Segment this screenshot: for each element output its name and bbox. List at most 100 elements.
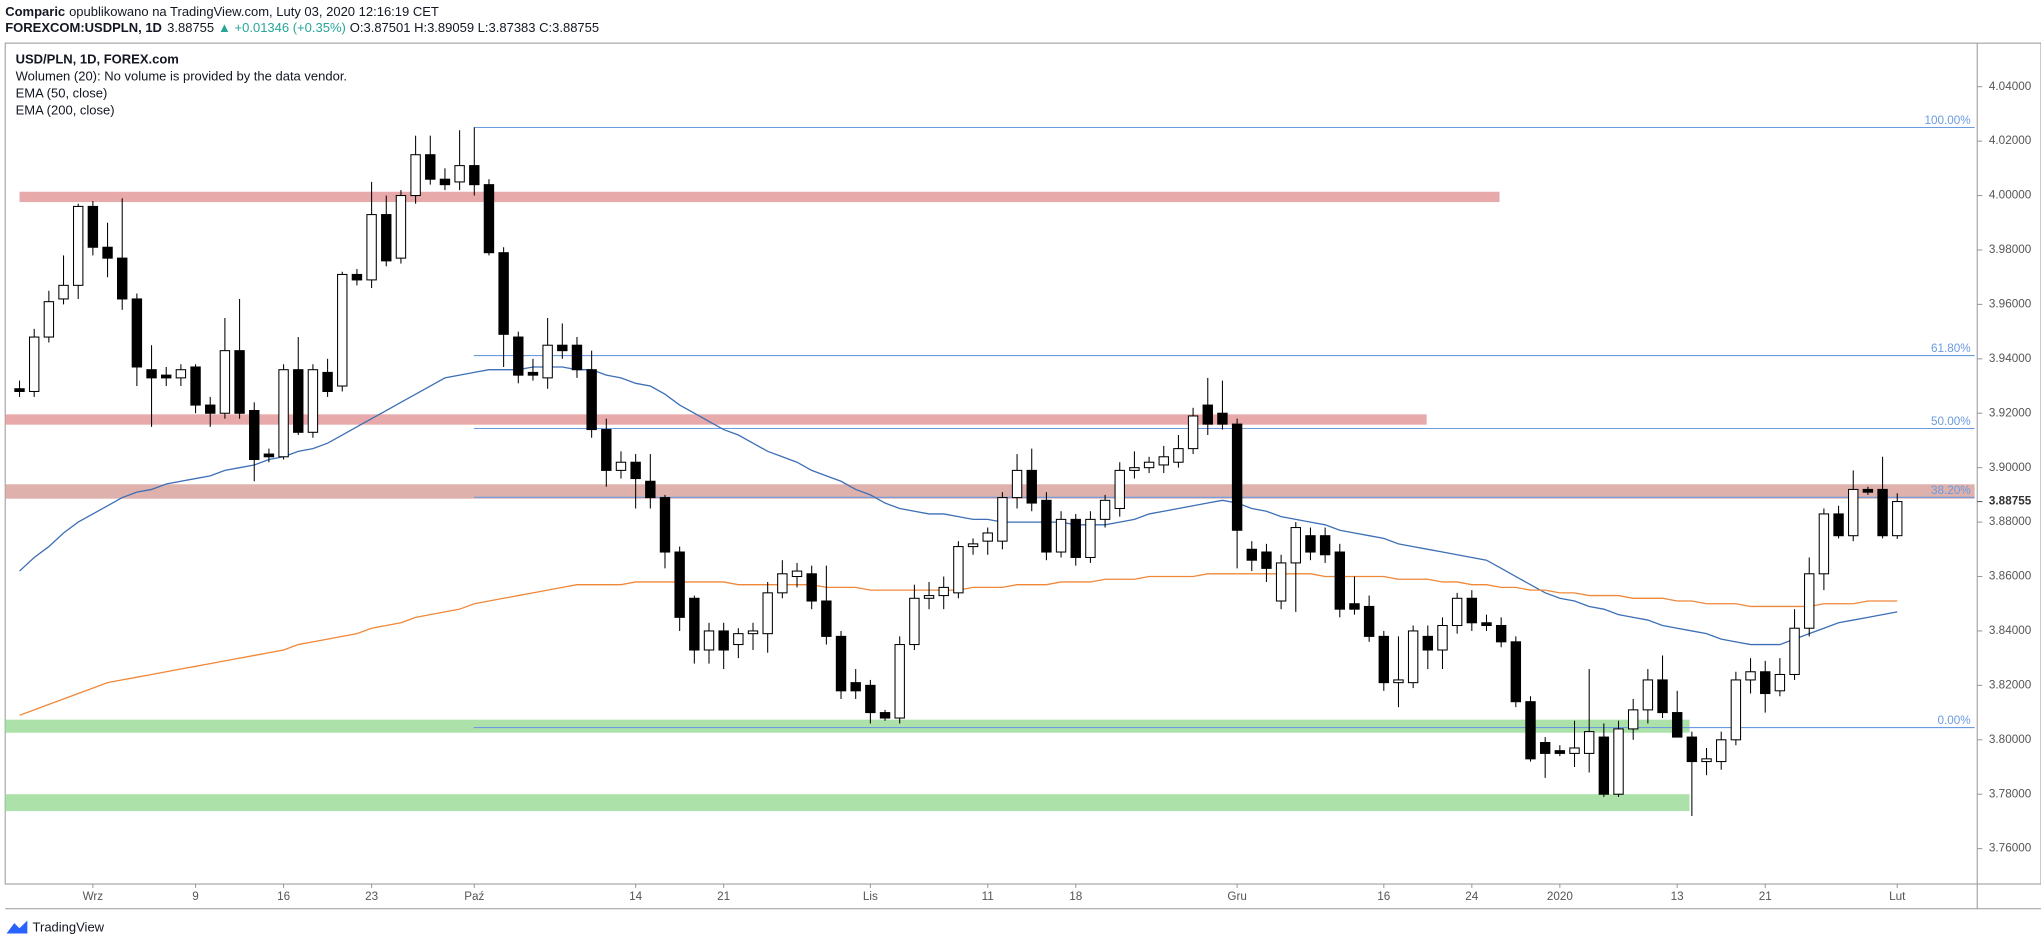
candle-body	[1554, 750, 1566, 754]
x-tick-label: 18	[1069, 890, 1082, 903]
candle-body	[454, 165, 465, 183]
candle-body	[1818, 513, 1830, 575]
volume-note: Wolumen (20): No volume is provided by t…	[16, 68, 347, 83]
ema-line	[19, 366, 1898, 646]
candle-body	[1261, 551, 1272, 569]
candle-body	[483, 184, 495, 254]
candle-body	[161, 374, 172, 379]
candle-body	[1671, 712, 1683, 738]
candle-body	[439, 178, 451, 186]
candle-body	[1011, 469, 1023, 499]
candle-body	[1833, 513, 1844, 537]
fib-label: 0.00%	[1938, 714, 1971, 727]
candle-body	[1363, 605, 1375, 637]
y-tick-label: 4.02000	[1989, 134, 2032, 147]
candle-body	[542, 344, 553, 379]
candle-body	[1217, 412, 1228, 425]
y-tick-label: 3.78000	[1989, 787, 2032, 800]
candle-body	[1569, 747, 1580, 754]
candle-body	[58, 284, 69, 300]
candle-body	[337, 273, 348, 387]
x-tick-label: 16	[277, 890, 290, 903]
candle-body	[1701, 758, 1712, 763]
candle-body	[762, 592, 773, 635]
candle-body	[1760, 671, 1771, 695]
candle-body	[1789, 627, 1800, 676]
brand: TradingView	[33, 920, 105, 935]
y-tick-label: 3.76000	[1989, 842, 2032, 855]
fib-levels: 100.00% 61.80% 50.00% 38.20% 0.00%	[473, 114, 1975, 729]
candle-body	[571, 344, 583, 371]
candle-body	[1407, 630, 1419, 684]
published: opublikowano na TradingView.com, Luty 03…	[69, 5, 439, 20]
candle-body	[469, 165, 480, 186]
candle-body	[381, 214, 392, 262]
candle-body	[718, 630, 729, 651]
candle-body	[175, 369, 187, 379]
candle-body	[1334, 551, 1346, 610]
candle-body	[1055, 518, 1067, 553]
fib-label: 38.20%	[1931, 484, 1971, 497]
candle-body	[146, 369, 157, 379]
candle-body	[703, 630, 715, 651]
candle-body	[527, 371, 539, 376]
x-tick-label: 13	[1671, 890, 1684, 903]
candle-body	[395, 195, 407, 259]
ohlc: O:3.87501 H:3.89059 L:3.87383 C:3.88755	[350, 20, 599, 35]
last-price-label: 3.88755	[1989, 495, 2032, 508]
candle-body	[586, 369, 597, 431]
candle-body	[234, 350, 245, 414]
candle-body	[967, 543, 979, 548]
zones	[5, 191, 1975, 812]
candle-body	[557, 344, 568, 352]
candle-body	[513, 336, 524, 376]
candle-body	[43, 301, 55, 338]
candle-body	[307, 369, 319, 433]
candle-body	[131, 298, 143, 368]
candle-body	[1422, 635, 1434, 651]
y-tick-label: 3.84000	[1989, 624, 2032, 637]
candle-body	[1613, 728, 1624, 795]
candle-body	[1085, 518, 1096, 558]
y-tick-label: 3.88000	[1989, 515, 2032, 528]
candle-body	[1158, 456, 1169, 466]
candle-body	[498, 252, 509, 335]
y-tick-label: 3.94000	[1989, 352, 2032, 365]
symbol: FOREXCOM:USDPLN, 1D	[5, 20, 162, 35]
chart-frame	[4, 42, 2041, 885]
symbol-line: FOREXCOM:USDPLN, 1D 3.88755 ▲ +0.01346 (+0…	[5, 20, 599, 35]
candle-body	[1202, 404, 1213, 425]
axes: 4.04000 4.02000 4.00000 3.98000 3.96000 3.940…	[83, 80, 2032, 903]
x-tick-label: 24	[1465, 890, 1479, 903]
y-tick-label: 3.92000	[1989, 406, 2032, 419]
y-tick-label: 3.98000	[1989, 243, 2032, 256]
candle-body	[249, 410, 260, 461]
candle-body	[14, 388, 25, 392]
candle-body	[689, 597, 700, 651]
x-tick-label: 11	[982, 890, 994, 903]
candle-body	[953, 546, 964, 594]
candles	[14, 127, 1903, 816]
candle-body	[366, 214, 377, 281]
candle-body	[1143, 461, 1155, 469]
candle-body	[997, 497, 1008, 542]
fib-label: 61.80%	[1931, 342, 1971, 355]
candle-body	[1686, 736, 1698, 763]
candle-body	[1466, 597, 1478, 624]
candle-body	[117, 257, 128, 300]
candle-body	[410, 154, 421, 197]
candle-body	[1539, 741, 1551, 754]
candle-body	[1187, 415, 1199, 450]
x-tick-label: 23	[365, 890, 378, 903]
legend: EMA (50, close) EMA (200, close)	[16, 85, 115, 117]
candle-body	[190, 366, 201, 406]
candle-body	[263, 453, 275, 458]
candle-body	[747, 630, 759, 635]
candle-body	[1349, 603, 1360, 610]
candle-body	[28, 336, 40, 392]
candle-body	[865, 684, 876, 714]
candle-body	[1495, 624, 1507, 643]
y-tick-label: 3.86000	[1989, 570, 2032, 583]
candle-body	[1598, 736, 1610, 795]
candle-body	[1774, 673, 1786, 692]
